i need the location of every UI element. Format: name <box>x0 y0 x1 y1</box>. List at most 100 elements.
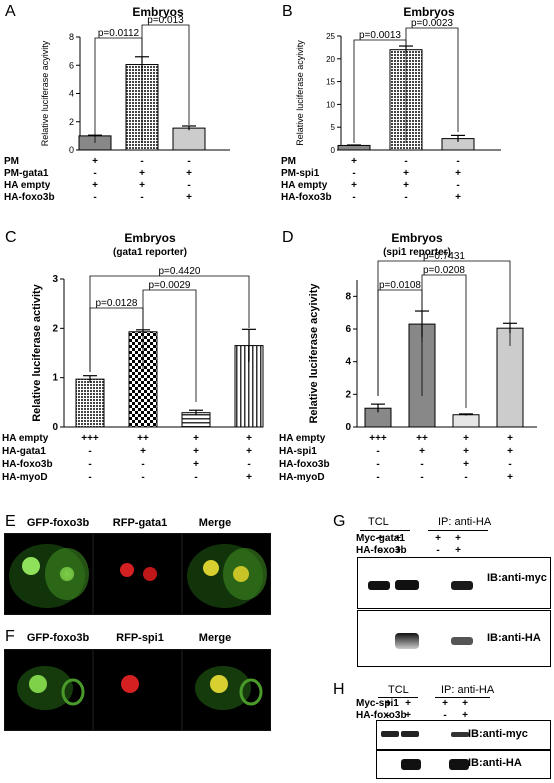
panel-g-ip-line <box>428 530 488 531</box>
panel-h-letter: H <box>333 681 345 698</box>
panel-c-title: Embryos <box>124 231 176 245</box>
panel-b-bar <box>337 144 371 151</box>
panel-a-title: Embryos <box>132 5 184 19</box>
panel-d-p-value: p=0.0108 <box>379 280 421 291</box>
panel-c-p-value: p=0.0128 <box>96 298 138 309</box>
panel-d-condition-label: HA-spi1 <box>279 446 317 457</box>
panel-a-p-bracket <box>141 24 190 143</box>
panel-d-condition-mark: - <box>376 446 379 457</box>
panel-b-y-tick-label: 15 <box>326 78 335 87</box>
panel-g-row-label: HA-foxo3b <box>356 545 407 556</box>
panel-a-condition-mark: + <box>186 168 192 179</box>
panel-b-y-label: Relative luciferase acyivity <box>295 40 305 146</box>
panel-a-y-tick-label: 2 <box>69 117 74 127</box>
panel-a-chart: A Embryos 0 2 4 6 8 Relative luciferase acyivit… <box>4 3 230 203</box>
panel-b-condition-mark: - <box>404 156 407 167</box>
panel-d-condition-label: HA-foxo3b <box>279 459 330 470</box>
panel-d-condition-mark: - <box>508 459 511 470</box>
panel-c-y-tick-label: 1 <box>52 373 58 384</box>
panel-a-condition-mark: + <box>92 156 98 167</box>
panel-d-p-bracket <box>377 260 511 396</box>
panel-d-condition-mark: +++ <box>369 433 387 444</box>
panel-b-condition-mark: + <box>351 180 357 191</box>
panel-c-condition-mark: +++ <box>81 433 99 444</box>
panel-h-row-label: Myc-spi1 <box>356 698 399 709</box>
panel-d-condition-mark: + <box>463 459 469 470</box>
panel-g-letter: G <box>333 513 346 530</box>
panel-d-condition-mark: + <box>463 433 469 444</box>
panel-b-condition-mark: - <box>456 156 459 167</box>
panel-a-condition-mark: - <box>187 180 190 191</box>
panel-b-condition-label: HA-foxo3b <box>281 192 332 203</box>
panel-b-condition-mark: - <box>404 192 407 203</box>
panel-c-bar <box>75 378 105 428</box>
panel-d-y-tick-label: 2 <box>345 389 351 400</box>
panel-a-condition-label: HA-foxo3b <box>4 192 55 203</box>
panel-d-condition-mark: + <box>463 446 469 457</box>
panel-d-p-bracket <box>421 274 467 408</box>
panel-f-label-merge: Merge <box>198 632 232 644</box>
panel-d-condition-label: HA empty <box>279 433 326 444</box>
panel-a-condition-label: PM <box>4 156 19 167</box>
panel-c-condition-mark: + <box>246 446 252 457</box>
panel-d-y-tick-label: 6 <box>345 324 351 335</box>
panel-h-ip-label: IP: anti-HA <box>441 684 495 696</box>
panel-b-condition-mark: + <box>403 180 409 191</box>
panel-d-subtitle: (spi1 reporter) <box>383 247 451 258</box>
panel-h-row-mark: - <box>386 710 390 721</box>
panel-a-bar <box>172 127 206 151</box>
panel-c-condition-mark: - <box>247 459 250 470</box>
panel-a-p-value: p=0.0112 <box>98 28 140 39</box>
panel-c-bar <box>128 331 158 428</box>
panel-d-condition-mark: - <box>420 472 423 483</box>
panel-f-letter: F <box>5 628 15 645</box>
panel-c-condition-mark: + <box>246 433 252 444</box>
panel-b-condition-mark: - <box>352 168 355 179</box>
panel-b-p-bracket <box>405 27 459 143</box>
panel-c-y-tick-label: 3 <box>52 274 58 285</box>
panel-b-y-tick-label: 25 <box>326 32 335 41</box>
panel-d-y-tick-label: 0 <box>345 422 351 433</box>
panel-c-condition-mark: - <box>88 446 91 457</box>
panel-h-tcl-label: TCL <box>388 684 409 696</box>
panel-g-tcl-line <box>360 530 410 531</box>
panel-c-subtitle: (gata1 reporter) <box>113 247 187 258</box>
panel-h-ib-ha: IB:anti-HA <box>468 757 522 769</box>
panel-c-condition-label: HA-foxo3b <box>2 459 53 470</box>
panel-b-chart: B Embryos 0 5 10 15 20 25 Relative luciferase ac… <box>281 3 501 203</box>
panel-b-title: Embryos <box>403 5 455 19</box>
panel-c-y-tick-label: 2 <box>52 323 58 334</box>
panel-h-ib-myc: IB:anti-myc <box>468 728 528 740</box>
panel-f-label-gfp: GFP-foxo3b <box>26 632 90 644</box>
panel-h-row-mark: + <box>462 710 468 721</box>
panel-c-condition-mark: ++ <box>137 433 149 444</box>
panel-d-p-value: p=0.0208 <box>423 265 465 276</box>
panel-h-ip-line <box>435 697 490 698</box>
panel-g-row-mark: - <box>436 545 440 556</box>
panel-c-y-label: Relative luciferase activity <box>31 283 43 421</box>
panel-c-condition-mark: + <box>193 446 199 457</box>
panel-b-condition-label: PM <box>281 156 296 167</box>
panel-c-p-value: p=0.0029 <box>149 280 191 291</box>
panel-a-condition-mark: - <box>140 156 143 167</box>
panel-b-y-tick-label: 10 <box>326 100 335 109</box>
panel-h-row-mark: + <box>405 698 411 709</box>
panel-h-row-mark: + <box>462 698 468 709</box>
panel-d-chart: D Embryos (spi1 reporter) 0 2 4 6 8 Relative luc… <box>279 229 537 483</box>
panel-c-condition-mark: + <box>193 459 199 470</box>
panel-c-letter: C <box>5 229 17 246</box>
panel-b-condition-mark: - <box>352 192 355 203</box>
panel-g-row-mark: - <box>378 545 382 556</box>
panel-a-condition-label: PM-gata1 <box>4 168 49 179</box>
panel-e-label-rfp: RFP-gata1 <box>112 517 168 529</box>
panel-e-label-gfp: GFP-foxo3b <box>26 517 90 529</box>
panel-d-title: Embryos <box>391 231 443 245</box>
panel-d-condition-mark: + <box>507 433 513 444</box>
panel-c-condition-mark: + <box>246 472 252 483</box>
panel-c-condition-label: HA-gata1 <box>2 446 46 457</box>
panel-d-condition-mark: + <box>507 472 513 483</box>
panel-e-gfp-image <box>4 533 93 615</box>
panel-c-condition-mark: - <box>141 472 144 483</box>
panel-g-row-mark: + <box>435 533 441 544</box>
panel-a-condition-mark: - <box>187 156 190 167</box>
